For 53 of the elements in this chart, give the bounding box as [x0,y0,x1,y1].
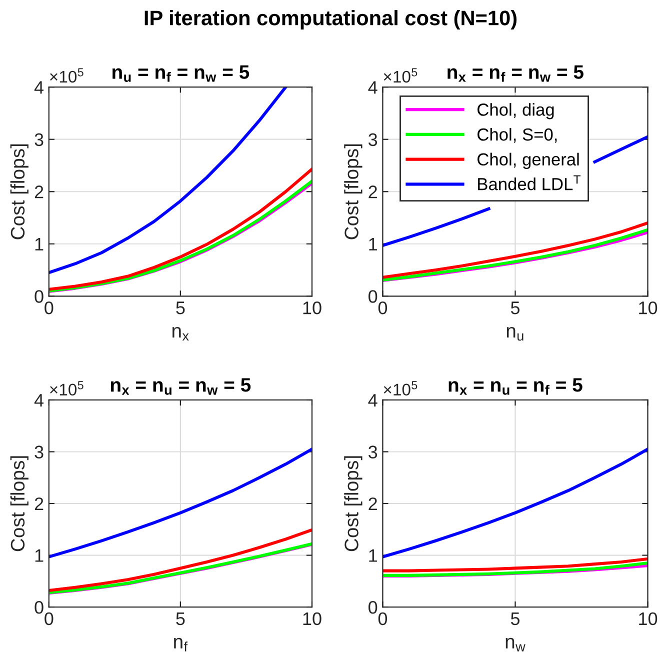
x-tick-label: 10 [303,301,322,314]
y-tick-label: 0 [368,290,378,303]
x-tick-label: 5 [176,612,185,626]
text: ×10$^{5}$ [384,68,418,83]
x-tick-label: 5 [176,302,185,314]
x-tick-label: 5 [510,612,520,626]
y-axis-title: Cost [flops] [10,144,28,240]
legend-label: Chol, general [478,152,579,169]
y-tick-label: 1 [369,238,377,250]
y-tick-label: 2 [34,186,44,198]
y-tick-label: 2 [34,497,44,510]
y-tick-label: 4 [368,81,378,94]
chart-title: n$_{u}$ = n$_{f}$ = n$_{w}$ = 5 [112,65,250,82]
x-axis-title: n$_{u}$ [506,326,524,341]
chart-title: n$_{x}$ = n$_{u}$ = n$_{f}$ = 5 [448,378,582,395]
text: IP iteration computational cost (N=10) [144,10,517,30]
x-tick-label: 10 [639,612,658,626]
y-tick-label: 4 [34,394,44,407]
y-tick-label: 4 [34,81,44,94]
y-tick-label: 1 [35,549,44,562]
y-axis-title: Cost [flops] [10,456,28,552]
y-tick-label: 4 [368,394,378,407]
legend-label: Chol, S=0, [478,128,557,143]
x-tick-label: 10 [639,301,658,314]
x-axis-title: n$_{w}$ [506,638,526,652]
y-tick-label: 0 [368,600,378,614]
y-tick-label: 3 [34,446,44,458]
x-tick-label: 10 [303,612,322,626]
x-tick-label: 0 [378,612,388,626]
y-tick-label: 1 [35,238,44,250]
y-axis-title: Cost [flops] [344,456,362,552]
y-tick-label: 2 [368,186,377,198]
legend-label: Banded LDL$^{T}$ [478,175,580,190]
chart-title: n$_{x}$ = n$_{u}$ = n$_{w}$ = 5 [110,378,251,395]
y-tick-label: 1 [369,549,377,562]
y-tick-label: 3 [34,133,44,146]
x-tick-label: 0 [44,612,54,626]
legend-label: Chol, diag [478,103,554,120]
text: ×10$^{5}$ [50,68,84,83]
x-tick-label: 0 [44,301,54,314]
x-tick-label: 5 [510,302,520,314]
y-tick-label: 0 [34,290,44,303]
x-axis-title: n$_{f}$ [174,638,188,652]
y-tick-label: 3 [368,446,378,458]
y-axis-title: Cost [flops] [344,144,362,240]
text: ×10$^{5}$ [50,381,84,396]
y-tick-label: 3 [368,133,378,146]
x-axis-title: n$_{x}$ [172,326,189,341]
chart-title: n$_{x}$ = n$_{f}$ = n$_{w}$ = 5 [448,65,584,82]
text: ×10$^{5}$ [384,381,418,396]
y-tick-label: 0 [34,600,44,614]
y-tick-label: 2 [368,497,377,510]
x-tick-label: 0 [378,301,388,314]
